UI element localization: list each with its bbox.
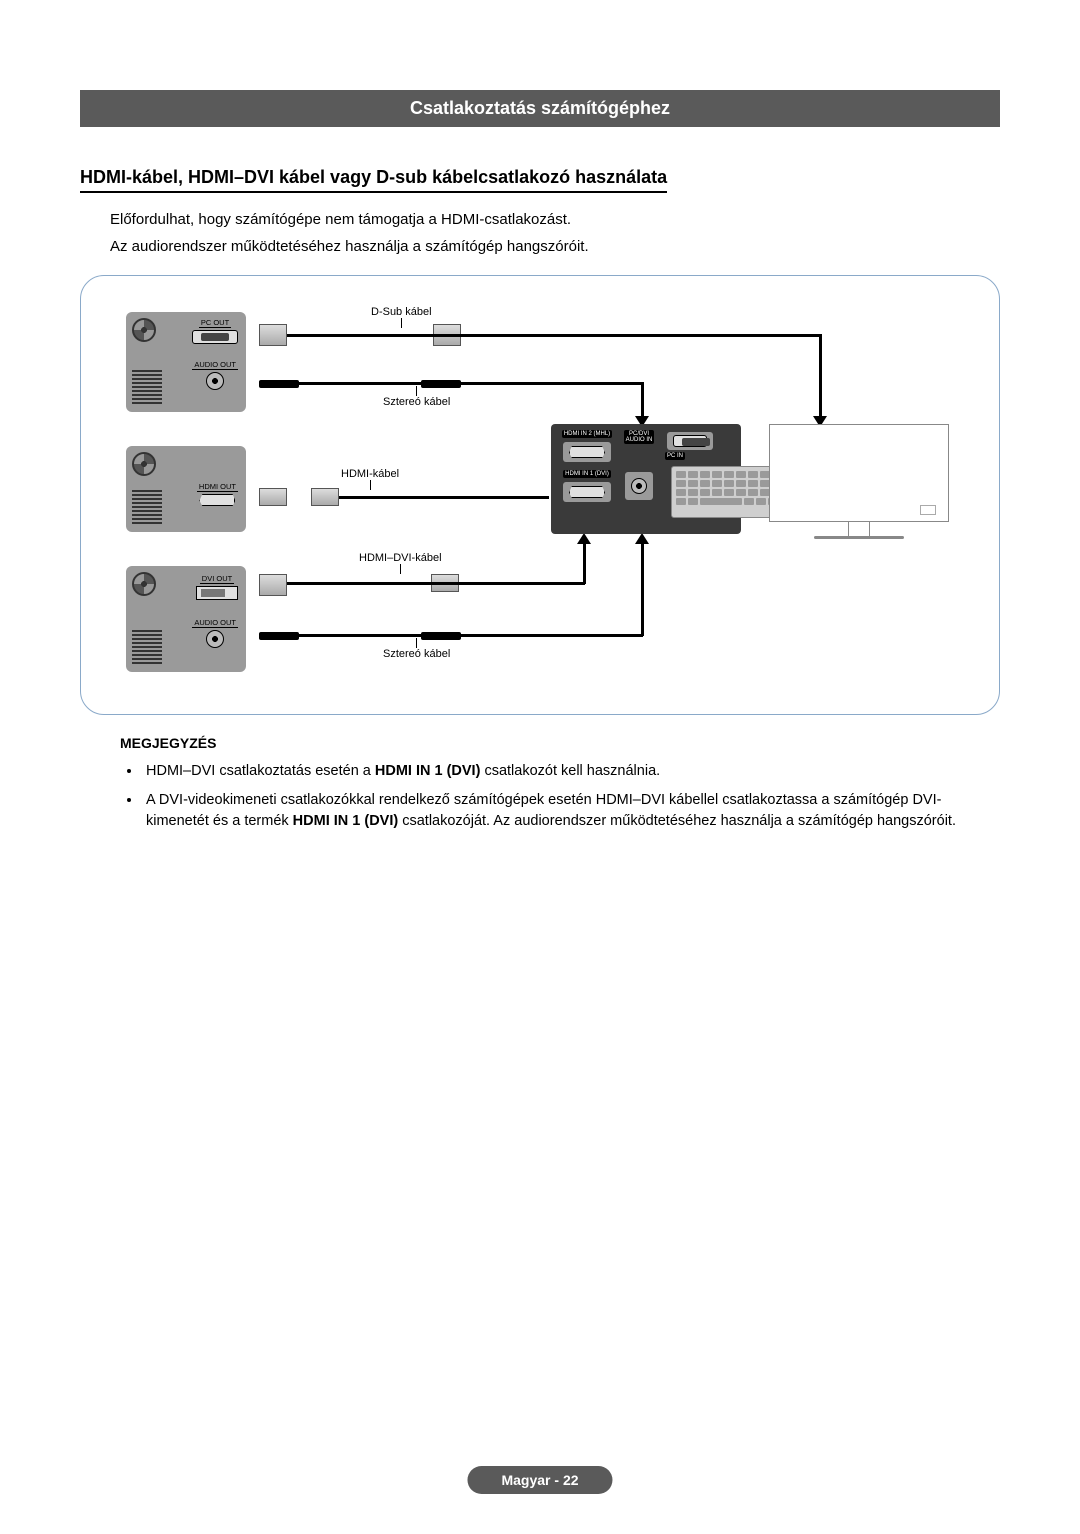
arrow-up-icon xyxy=(577,533,591,544)
sub-heading: HDMI-kábel, HDMI–DVI kábel vagy D-sub ká… xyxy=(80,167,667,193)
cable-label-stereo-top: Sztereó kábel xyxy=(383,386,450,408)
note-item: HDMI–DVI csatlakoztatás esetén a HDMI IN… xyxy=(142,761,1000,782)
port-label-audioout-top: AUDIO OUT xyxy=(192,360,238,370)
audio-jack-icon xyxy=(206,372,224,390)
note-title: MEGJEGYZÉS xyxy=(120,735,1000,751)
intro-line-2: Az audiorendszer működtetéséhez használj… xyxy=(110,238,1000,255)
dvi-port-icon xyxy=(196,586,238,600)
audio-plug-icon xyxy=(259,632,299,640)
vga-port-icon xyxy=(192,330,238,344)
vga-port-icon xyxy=(673,435,707,447)
tv-port-hdmi2-label: HDMI IN 2 (MHL) xyxy=(562,430,612,438)
port-label-audioout-bot: AUDIO OUT xyxy=(192,618,238,628)
note-text: csatlakozóját. Az audiorendszer működtet… xyxy=(398,813,956,829)
vent-icon xyxy=(132,370,162,406)
fan-icon xyxy=(132,452,156,476)
hdmi-connector-icon xyxy=(259,488,287,506)
vent-icon xyxy=(132,630,162,666)
cable-label-hdmidvi: HDMI–DVI-kábel xyxy=(359,552,442,574)
cable-label-hdmi: HDMI-kábel xyxy=(341,468,399,490)
pc-source-mid: HDMI OUT xyxy=(126,446,246,532)
connection-diagram: PC OUT AUDIO OUT HDMI OUT DVI OUT xyxy=(80,275,1000,715)
note-item: A DVI-videokimeneti csatlakozókkal rende… xyxy=(142,790,1000,832)
port-label-pcout: PC OUT xyxy=(199,318,231,328)
audio-jack-icon xyxy=(206,630,224,648)
intro-line-1: Előfordulhat, hogy számítógépe nem támog… xyxy=(110,211,1000,228)
port-label-hdmiout: HDMI OUT xyxy=(197,482,238,492)
pc-source-top: PC OUT AUDIO OUT xyxy=(126,312,246,412)
hdmi-port-icon xyxy=(569,486,605,498)
vga-connector-icon xyxy=(259,324,287,346)
hdmi-port-icon xyxy=(199,494,235,506)
note-text: HDMI–DVI csatlakoztatás esetén a xyxy=(146,763,375,779)
note-bold: HDMI IN 1 (DVI) xyxy=(375,763,481,779)
audio-plug-icon xyxy=(259,380,299,388)
tv-port-pcin-label: PC IN xyxy=(665,452,685,460)
hdmi-connector-icon xyxy=(311,488,339,506)
section-header: Csatlakoztatás számítógéphez xyxy=(80,90,1000,127)
port-label-dviout: DVI OUT xyxy=(200,574,234,584)
pc-source-bot: DVI OUT AUDIO OUT xyxy=(126,566,246,672)
vent-icon xyxy=(132,490,162,526)
tv-port-pcdviaudio-label: PC/DVI AUDIO IN xyxy=(624,430,655,444)
note-bold: HDMI IN 1 (DVI) xyxy=(293,813,399,829)
audio-jack-icon xyxy=(631,478,647,494)
hdmi-port-icon xyxy=(569,446,605,458)
cable-label-dsub: D-Sub kábel xyxy=(371,306,432,328)
monitor-icon xyxy=(769,424,949,554)
cable-label-stereo-bot: Sztereó kábel xyxy=(383,638,450,660)
tv-port-hdmi1-label: HDMI IN 1 (DVI) xyxy=(563,470,611,478)
arrow-up-icon xyxy=(635,533,649,544)
page-footer: Magyar - 22 xyxy=(467,1466,612,1494)
note-list: HDMI–DVI csatlakoztatás esetén a HDMI IN… xyxy=(142,761,1000,832)
dvi-connector-icon xyxy=(259,574,287,596)
fan-icon xyxy=(132,572,156,596)
note-text: csatlakozót kell használnia. xyxy=(480,763,660,779)
fan-icon xyxy=(132,318,156,342)
